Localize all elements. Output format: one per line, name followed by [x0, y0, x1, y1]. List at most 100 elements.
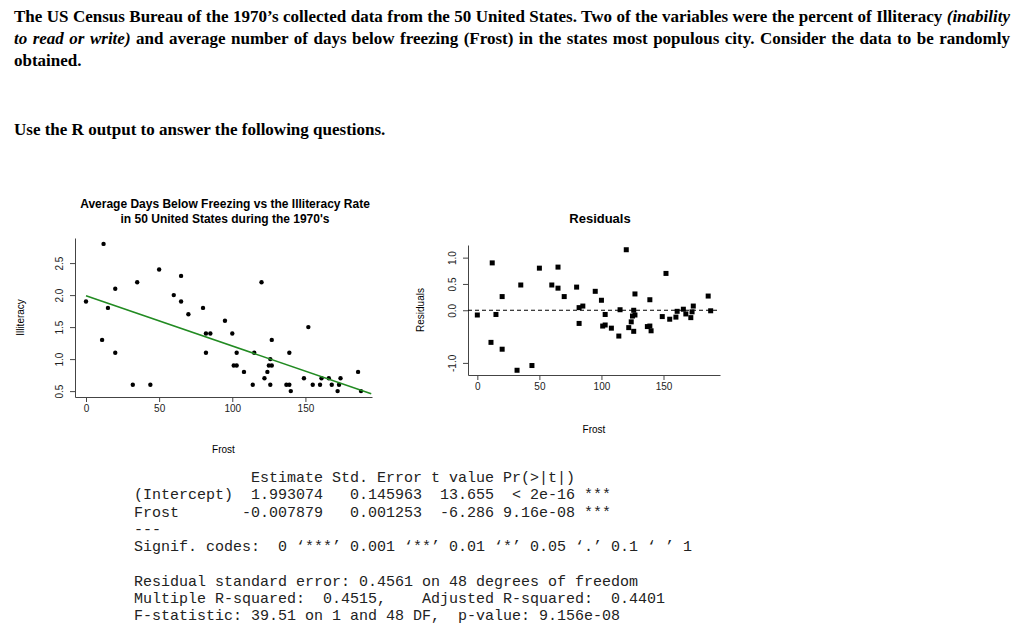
r-line: Residual standard error: 0.4561 on 48 de… — [134, 574, 692, 591]
point — [234, 351, 238, 355]
point — [574, 285, 579, 290]
point — [270, 338, 274, 342]
point — [251, 383, 255, 387]
x-axis-title: Frost — [212, 444, 235, 455]
point — [311, 383, 315, 387]
point — [84, 299, 88, 303]
point — [660, 314, 665, 319]
x-tick: 150 — [298, 397, 315, 414]
chart: Average Days Below Freezing vs the Illit… — [15, 197, 373, 455]
y-tick: 2.0 — [54, 288, 75, 302]
y-tick-label: 2.0 — [54, 288, 65, 302]
point — [262, 376, 266, 380]
y-tick-mark — [70, 327, 75, 328]
r-line: Frost -0.007879 0.001253 -6.286 9.16e-08… — [134, 505, 692, 522]
point — [204, 331, 208, 335]
y-tick-mark — [463, 284, 468, 285]
point — [204, 351, 208, 355]
x-tick-mark — [664, 375, 665, 380]
point — [631, 329, 636, 334]
point — [549, 283, 554, 288]
y-tick-mark — [70, 295, 75, 296]
point — [580, 304, 585, 309]
x-axis-title: Frost — [583, 424, 606, 435]
x-tick-mark — [232, 397, 233, 402]
x-tick-label: 0 — [475, 381, 481, 392]
x-tick-label: 100 — [594, 381, 611, 392]
point — [603, 312, 608, 317]
r-line: Signif. codes: 0 ‘***’ 0.001 ‘**’ 0.01 ‘… — [134, 539, 692, 556]
r-line: (Intercept) 1.993074 0.145963 13.655 < 2… — [134, 487, 692, 504]
y-tick-mark — [463, 310, 468, 311]
point — [577, 321, 582, 326]
y-tick-label: -1.0 — [447, 354, 458, 372]
y-tick-label: 0.5 — [447, 277, 458, 291]
y-axis-line — [75, 239, 76, 398]
point — [616, 334, 621, 339]
point — [556, 286, 561, 291]
point — [673, 315, 678, 320]
point — [500, 294, 505, 299]
point — [490, 260, 495, 265]
point — [556, 265, 561, 270]
point — [675, 309, 680, 314]
point — [230, 331, 234, 335]
point — [338, 376, 342, 380]
point — [629, 319, 634, 324]
point — [609, 326, 614, 331]
point — [302, 376, 306, 380]
point — [223, 319, 227, 323]
y-tick-mark — [70, 359, 75, 360]
point — [681, 307, 686, 312]
x-tick-mark — [477, 375, 478, 380]
point — [306, 325, 310, 329]
x-tick: 150 — [656, 375, 673, 392]
x-tick: 0 — [84, 397, 90, 414]
point — [232, 363, 236, 367]
point — [537, 266, 542, 271]
x-axis-line — [469, 375, 721, 376]
point — [667, 317, 672, 322]
point — [208, 331, 212, 335]
x-tick: 50 — [534, 375, 546, 392]
r-output: Estimate Std. Error t value Pr(>|t|) (In… — [134, 470, 692, 626]
y-tick: 0.0 — [447, 303, 468, 317]
instruction: Use the R output to answer the following… — [14, 119, 385, 141]
point — [488, 340, 493, 345]
y-tick-label: 1.5 — [54, 320, 65, 334]
x-tick-label: 150 — [298, 403, 315, 414]
point — [330, 383, 334, 387]
y-tick-mark — [463, 363, 468, 364]
y-tick-label: 0.5 — [54, 384, 65, 398]
fit-line — [86, 296, 371, 394]
x-axis: 0 50 100 150 — [469, 375, 721, 392]
x-tick-label: 50 — [154, 403, 166, 414]
y-tick: 0.5 — [447, 277, 468, 291]
y-tick-label: 0.0 — [447, 303, 458, 317]
y-axis: 0.51.01.52.02.5 — [54, 239, 76, 399]
point — [688, 315, 693, 320]
x-tick-label: 0 — [84, 403, 90, 414]
intro-paragraph: The US Census Bureau of the 1970’s colle… — [14, 6, 1010, 72]
point — [518, 283, 523, 288]
y-tick: 1.0 — [54, 352, 75, 366]
point — [157, 267, 161, 271]
plot-area — [468, 247, 720, 373]
y-tick: 0.5 — [54, 384, 75, 398]
y-tick: -1.0 — [447, 354, 468, 372]
point — [268, 383, 272, 387]
x-tick-mark — [86, 397, 87, 402]
point — [515, 368, 520, 373]
x-axis: 050100150 — [76, 397, 373, 414]
point — [630, 314, 635, 319]
chart-title: Residuals — [569, 211, 630, 226]
y-tick: 1.5 — [54, 320, 75, 334]
point — [706, 294, 711, 299]
x-tick: 0 — [475, 375, 481, 392]
x-tick-mark — [539, 375, 540, 380]
point — [529, 363, 534, 368]
point — [148, 383, 152, 387]
r-line: F-statistic: 39.51 on 1 and 48 DF, p-val… — [134, 608, 692, 625]
point — [626, 325, 631, 330]
point — [267, 363, 271, 367]
